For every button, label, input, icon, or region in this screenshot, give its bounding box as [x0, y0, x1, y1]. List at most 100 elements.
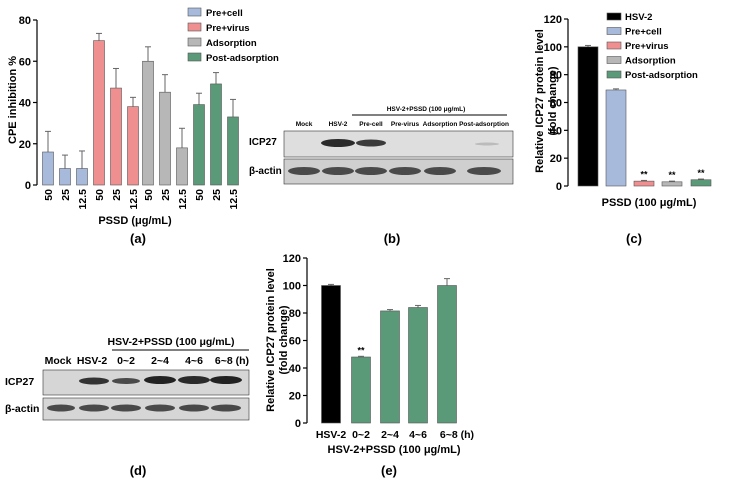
x-tick-label: 50	[43, 189, 55, 201]
panel-c-bars: ** ** **	[577, 44, 712, 187]
y-tick-label: 80	[550, 70, 562, 82]
y-tick-label: 60	[550, 98, 562, 110]
x-tick-label: 6~8 (h)	[440, 429, 474, 441]
panel-c-label: (c)	[626, 231, 642, 246]
bar-a-post-adsorption	[210, 83, 222, 186]
y-tick-label: 60	[19, 56, 31, 68]
x-tick-label: 12.5	[77, 189, 89, 210]
legend-label: Pre+cell	[625, 27, 662, 38]
band	[210, 376, 242, 384]
lane-label: Mock	[45, 355, 72, 367]
panel-e-ylabel-line2: (fold change)	[278, 305, 290, 374]
legend-label: Pre+virus	[625, 41, 669, 52]
band	[211, 404, 241, 412]
legend-label: Post-adsorption	[625, 70, 698, 81]
panel-c-ylabel-line1: Relative ICP27 protein level	[534, 29, 546, 173]
y-tick-label: 20	[19, 139, 31, 151]
band	[178, 376, 210, 384]
lane-label: 6~8 (h)	[215, 355, 249, 367]
lane-label: Mock	[296, 121, 313, 128]
y-tick-label: 40	[289, 363, 301, 375]
y-tick-label: 0	[556, 181, 562, 193]
bar-a-pre+cell	[42, 151, 54, 186]
bar-a-adsorption	[176, 147, 188, 186]
bar-e-0	[321, 285, 341, 424]
band	[389, 167, 421, 175]
x-tick-label: 50	[194, 189, 206, 201]
legend-swatch	[606, 70, 622, 79]
panel-a-y-axis: 0 20 40 60 80	[19, 15, 38, 192]
y-tick-label: 0	[25, 180, 31, 192]
bar-a-pre+cell	[76, 168, 88, 186]
x-tick-label: 25	[160, 189, 172, 201]
bar-c-hsv-2	[577, 46, 599, 187]
x-tick-label: 12.5	[177, 189, 189, 210]
panel-b-row-actin: β-actin	[249, 166, 282, 177]
bar-c-pre+cell	[605, 89, 627, 187]
panel-e-label: (e)	[381, 463, 397, 478]
legend-swatch	[606, 56, 622, 64]
panel-e-y-axis: 0 20 40 60 80 100 120	[283, 253, 308, 430]
bar-e-3	[408, 307, 428, 424]
panel-c-ylabel-line2: (fold change)	[547, 66, 559, 135]
band	[79, 404, 109, 412]
legend-swatch	[187, 7, 202, 17]
panel-e-bars: HSV-2 ** 0~2 2~4 4~6 6~8 (h)	[316, 278, 474, 441]
panel-d-label: (d)	[130, 463, 147, 478]
lane-label: Post-adsorption	[459, 121, 509, 128]
legend-swatch	[187, 22, 202, 32]
panel-d-row-actin: β-actin	[5, 403, 39, 415]
panel-a-bars: 50 25 12.5 50 25 12.5 50 25 12.5 50 25 12.5	[42, 32, 240, 210]
band	[47, 404, 75, 412]
band	[145, 404, 175, 412]
x-tick-label: 25	[211, 189, 223, 201]
panel-b-label: (b)	[384, 231, 401, 246]
legend-swatch	[606, 27, 622, 35]
panel-d-lane-labels: Mock HSV-2 0~2 2~4 4~6 6~8 (h)	[45, 355, 249, 367]
x-tick-label: 2~4	[381, 429, 399, 441]
y-tick-label: 120	[544, 14, 562, 26]
significance-marker: **	[357, 345, 365, 355]
panel-d-western-blot: HSV-2+PSSD (100 μg/mL) Mock HSV-2 0~2 2~4 4~…	[5, 336, 250, 478]
significance-marker: **	[668, 170, 676, 180]
panel-b-blot-actin	[283, 158, 514, 185]
panel-c-icp27-chart: Relative ICP27 protein level (fold chang…	[534, 12, 712, 246]
panel-a-label: (a)	[130, 231, 146, 246]
band	[144, 376, 176, 384]
lane-label: Pre-virus	[391, 121, 420, 128]
panel-d-blot-icp27	[42, 369, 250, 396]
y-tick-label: 40	[550, 125, 562, 137]
band	[111, 404, 141, 412]
legend-swatch	[187, 37, 202, 47]
panel-c-legend: HSV-2 Pre+cell Pre+virus Adsorption Post-ads…	[606, 12, 698, 81]
bar-c-adsorption	[661, 181, 683, 187]
y-tick-label: 100	[544, 42, 562, 54]
panel-a-legend: Pre+cell Pre+virus Adsorption Post-adsorpti…	[187, 7, 279, 64]
bar-e-1	[351, 356, 371, 424]
y-tick-label: 100	[283, 281, 301, 293]
panel-c-y-axis: 0 20 40 60 80 100 120	[544, 14, 569, 193]
x-tick-label: 12.5	[228, 189, 240, 210]
band	[424, 167, 456, 175]
lane-label: HSV-2	[329, 121, 348, 128]
lane-label: 0~2	[117, 355, 135, 367]
legend-swatch	[606, 41, 622, 50]
panel-b-row-icp27: ICP27	[249, 137, 277, 148]
panel-d-blot-actin	[42, 397, 250, 421]
legend-label: Pre+cell	[206, 8, 243, 19]
panel-b-blot-icp27	[283, 130, 514, 158]
panel-c-xlabel: PSSD (100 μg/mL)	[602, 197, 697, 209]
band	[355, 167, 387, 175]
legend-label: Adsorption	[625, 56, 676, 67]
panel-d-row-icp27: ICP27	[5, 376, 34, 388]
y-tick-label: 0	[295, 418, 301, 430]
legend-label: Post-adsorption	[206, 53, 279, 64]
legend-label: Adsorption	[206, 38, 257, 49]
panel-b-western-blot: HSV-2+PSSD (100 μg/mL) Mock HSV-2 Pre-cell…	[249, 106, 514, 246]
bar-a-pre+virus	[127, 106, 139, 186]
lane-label: 4~6	[185, 355, 203, 367]
band	[467, 167, 501, 175]
band	[288, 167, 320, 175]
x-tick-label: HSV-2	[316, 429, 347, 441]
